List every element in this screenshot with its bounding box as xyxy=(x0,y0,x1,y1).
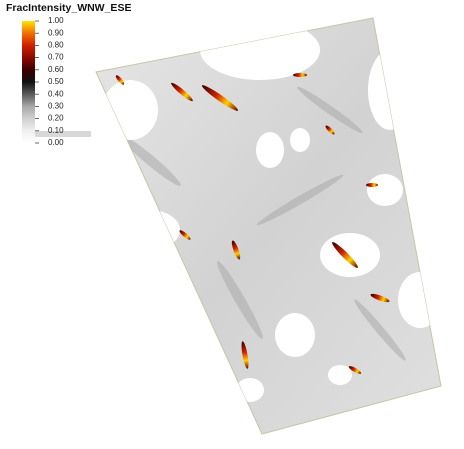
tick-label: 0.50 xyxy=(48,77,64,86)
legend-title: FracIntensity_WNW_ESE xyxy=(6,2,131,14)
tick-label: 0.10 xyxy=(48,126,64,135)
tick-label: 0.30 xyxy=(48,102,64,111)
tick-label: 0.70 xyxy=(48,53,64,62)
tick-label: 0.00 xyxy=(48,138,64,147)
tick-label: 0.60 xyxy=(48,65,64,74)
color-bar xyxy=(22,21,35,143)
map-view: FracIntensity_WNW_ESE 1.00 0.90 0.80 0.70 0.… xyxy=(0,0,464,449)
tick-label: 0.90 xyxy=(48,28,64,37)
legend-ticks: 1.00 0.90 0.80 0.70 0.60 0.50 0.40 0.30 0.20 0.10… xyxy=(35,16,64,147)
tick-label: 0.20 xyxy=(48,114,64,123)
tick-label: 1.00 xyxy=(48,16,64,25)
map-frame xyxy=(96,18,441,434)
tick-label: 0.40 xyxy=(48,89,64,98)
tick-label: 0.80 xyxy=(48,41,64,50)
